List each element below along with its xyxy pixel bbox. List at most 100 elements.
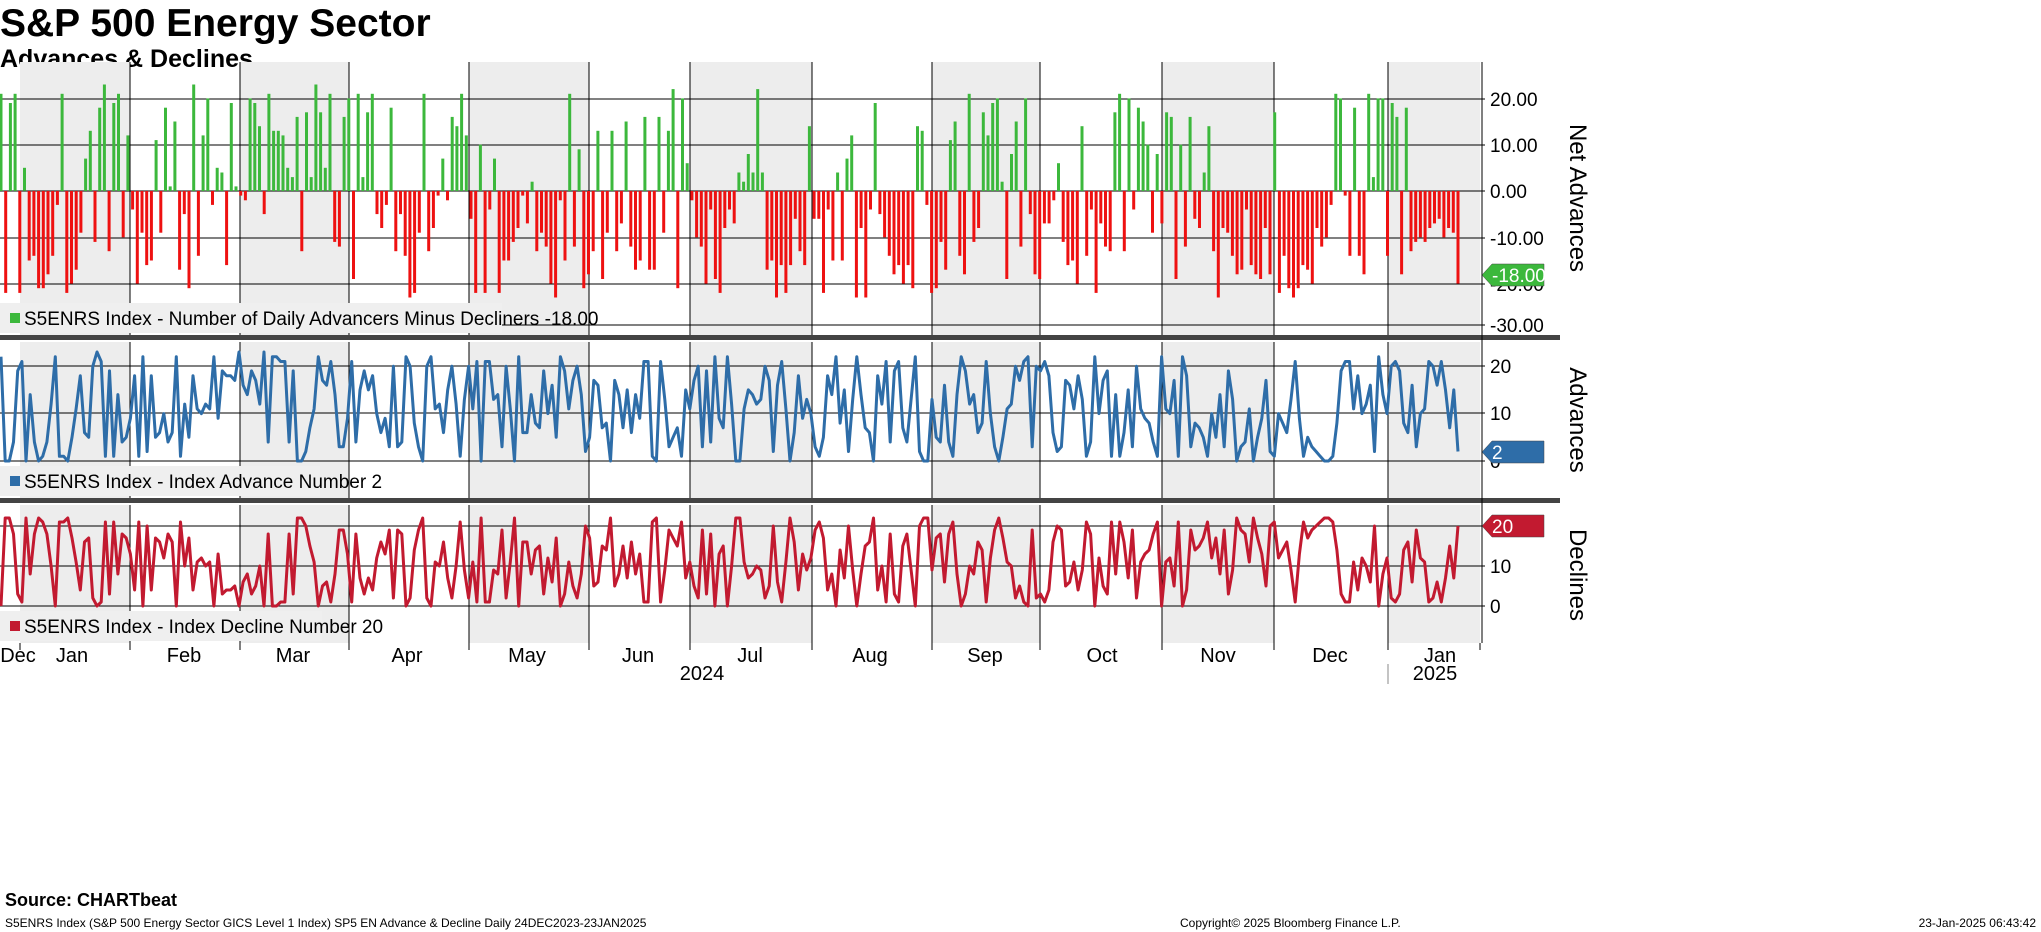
net-advance-bar [1433, 191, 1436, 224]
net-advance-bar [1230, 191, 1234, 256]
net-advance-bar [671, 89, 675, 191]
net-advance-bar [662, 191, 666, 233]
net-advance-bar [577, 149, 581, 191]
net-advance-bar [624, 121, 628, 191]
footer-copyright: Copyright© 2025 Bloomberg Finance L.P. [1180, 916, 1401, 930]
net-advance-bar [1348, 191, 1352, 256]
net-advance-bar [986, 135, 990, 191]
net-advance-bar [74, 191, 78, 270]
net-advance-bar [1310, 191, 1314, 284]
net-advance-bar [399, 191, 402, 215]
net-advance-bar [1028, 191, 1032, 215]
net-advance-bar [370, 93, 374, 191]
net-advance-bar [770, 191, 774, 261]
legend-box [0, 611, 322, 641]
net-advance-bar [1343, 191, 1347, 196]
net-advance-bar [793, 191, 797, 219]
last-value-label: 2 [1492, 443, 1503, 464]
net-advance-bar [878, 191, 882, 215]
net-advance-bar [286, 167, 290, 191]
net-advance-bar [530, 181, 534, 191]
month-band [690, 62, 812, 335]
net-advance-bar [883, 191, 887, 238]
net-advance-bar [939, 191, 943, 242]
net-advance-bar [135, 191, 139, 284]
net-advance-bar [1235, 191, 1239, 275]
net-advance-bar [1099, 191, 1103, 224]
net-advance-bar [337, 191, 341, 247]
net-advance-bar [1371, 177, 1375, 191]
net-advance-bar [525, 191, 529, 224]
net-advance-bar [728, 191, 731, 210]
net-advance-bar [23, 167, 26, 191]
net-advance-bar [826, 191, 830, 210]
net-advance-bar [831, 191, 835, 261]
net-advance-bar [1259, 191, 1263, 279]
net-advance-bar [1357, 191, 1361, 256]
net-advance-bar [1075, 191, 1079, 284]
net-advance-bar [422, 93, 426, 191]
net-advance-bar [145, 191, 149, 266]
net-advance-bar [1418, 191, 1422, 238]
net-advance-bar [164, 107, 167, 191]
net-advance-bar [300, 191, 304, 252]
net-advance-bar [201, 135, 205, 191]
net-advance-bar [1226, 191, 1230, 233]
net-advance-bar [1296, 191, 1300, 289]
net-advance-bar [854, 191, 858, 298]
net-advance-bar [328, 93, 332, 191]
net-advance-bar [1183, 191, 1187, 247]
net-advance-bar [314, 84, 318, 191]
net-advance-bar [911, 191, 915, 289]
net-advance-bar [389, 107, 393, 191]
net-advance-bar [178, 191, 182, 270]
net-advance-bar [1334, 93, 1338, 191]
net-advance-bar [347, 98, 351, 191]
y-tick-label: -10.00 [1490, 229, 1544, 250]
net-advance-bar [587, 191, 590, 275]
declines-line [0, 516, 1460, 608]
net-advance-bar [657, 116, 661, 191]
net-advance-bar [1216, 191, 1220, 298]
net-advance-bar [229, 103, 233, 191]
panel-separator [0, 335, 1560, 340]
x-year-label: 2024 [680, 663, 725, 685]
y-tick-label: 20 [1490, 357, 1511, 378]
net-advance-bar [1113, 112, 1117, 191]
y-tick-label: 20.00 [1490, 90, 1538, 111]
net-advance-bar [822, 191, 825, 293]
net-advance-bar [958, 191, 962, 256]
net-advance-bar [784, 191, 788, 293]
net-advance-bar [901, 191, 905, 284]
net-advance-bar [1329, 191, 1333, 205]
net-advance-bar [629, 191, 633, 247]
net-advance-bar [972, 191, 976, 242]
net-advance-bar [1005, 191, 1009, 279]
net-advance-bar [1141, 121, 1145, 191]
net-advance-bar [450, 116, 454, 191]
net-advance-bar [690, 191, 694, 201]
net-advance-bar [1155, 154, 1159, 191]
net-advance-bar [1287, 191, 1291, 289]
net-advance-bar [930, 191, 934, 293]
net-advance-bar [634, 191, 637, 270]
net-advance-bar [1263, 191, 1267, 228]
net-advance-bar [70, 191, 73, 284]
net-advance-bar [695, 191, 699, 238]
net-advance-bar [121, 191, 125, 238]
x-tick-label: May [508, 645, 546, 667]
net-advance-bar [765, 191, 769, 270]
net-advance-bar [615, 191, 619, 252]
x-tick-label: Feb [167, 645, 201, 667]
net-advance-bar [685, 163, 689, 191]
net-advance-bar [375, 191, 379, 215]
net-advance-bar [967, 93, 971, 191]
x-tick-label: Dec [0, 645, 36, 667]
net-advance-bar [681, 98, 684, 191]
x-tick-label: Jan [56, 645, 88, 667]
y-tick-label: 0.00 [1490, 182, 1527, 203]
last-value-tag [1481, 514, 1545, 538]
net-advance-bar [1277, 191, 1281, 293]
net-advance-bar [709, 191, 713, 210]
net-advance-bar [84, 158, 88, 191]
